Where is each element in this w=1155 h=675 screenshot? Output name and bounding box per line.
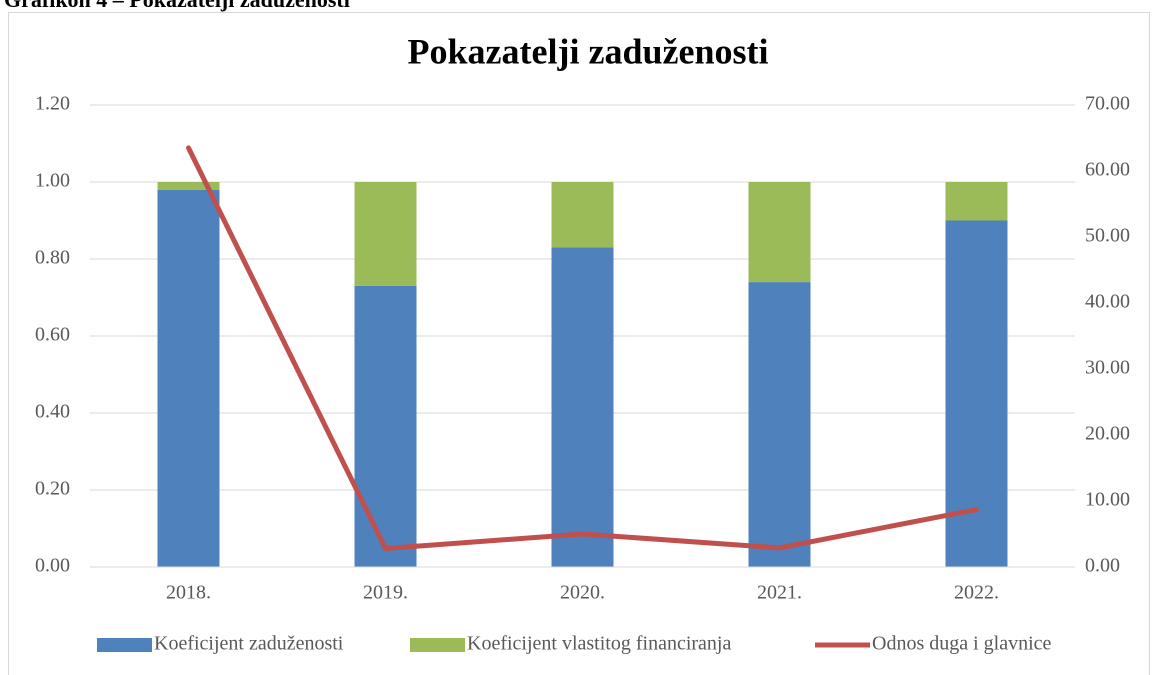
legend-label: Odnos duga i glavnice [872,633,1052,655]
y-tick-label: 0.20 [35,478,70,500]
bar [748,182,811,283]
y-tick-label: 1.20 [35,93,70,115]
bar [354,182,417,286]
y2-tick-label: 20.00 [1085,423,1130,445]
bar [551,247,614,567]
caption: Grafikon 4 – Pokazatelji zaduženosti [4,0,350,12]
bar [354,285,417,567]
y2-tick-label: 70.00 [1085,93,1130,115]
bar [748,282,811,567]
x-tick-label: 2020. [560,582,605,604]
bar [157,189,220,567]
bar [551,182,614,248]
y-tick-label: 0.80 [35,247,70,269]
y-tick-label: 0.40 [35,401,70,423]
legend-label: Koeficijent vlastitog financiranja [467,633,731,655]
y2-tick-label: 10.00 [1085,489,1130,511]
y2-tick-label: 50.00 [1085,225,1130,247]
x-tick-label: 2018. [166,582,211,604]
x-tick-label: 2022. [954,582,999,604]
line [186,145,979,552]
legend-label: Koeficijent zaduženosti [154,633,344,655]
legend-swatch [97,638,152,652]
bar [945,182,1008,221]
y2-tick-label: 0.00 [1085,555,1120,577]
y-tick-label: 0.60 [35,324,70,346]
x-tick-label: 2019. [363,582,408,604]
y-tick-label: 0.00 [35,555,70,577]
chart-title: Pokazatelji zaduženosti [408,31,769,71]
legend-swatch [410,638,465,652]
x-tick-label: 2021. [757,582,802,604]
y2-tick-label: 30.00 [1085,357,1130,379]
bar [157,182,220,190]
y2-tick-label: 40.00 [1085,291,1130,313]
y2-tick-label: 60.00 [1085,159,1130,181]
y-tick-label: 1.00 [35,170,70,192]
